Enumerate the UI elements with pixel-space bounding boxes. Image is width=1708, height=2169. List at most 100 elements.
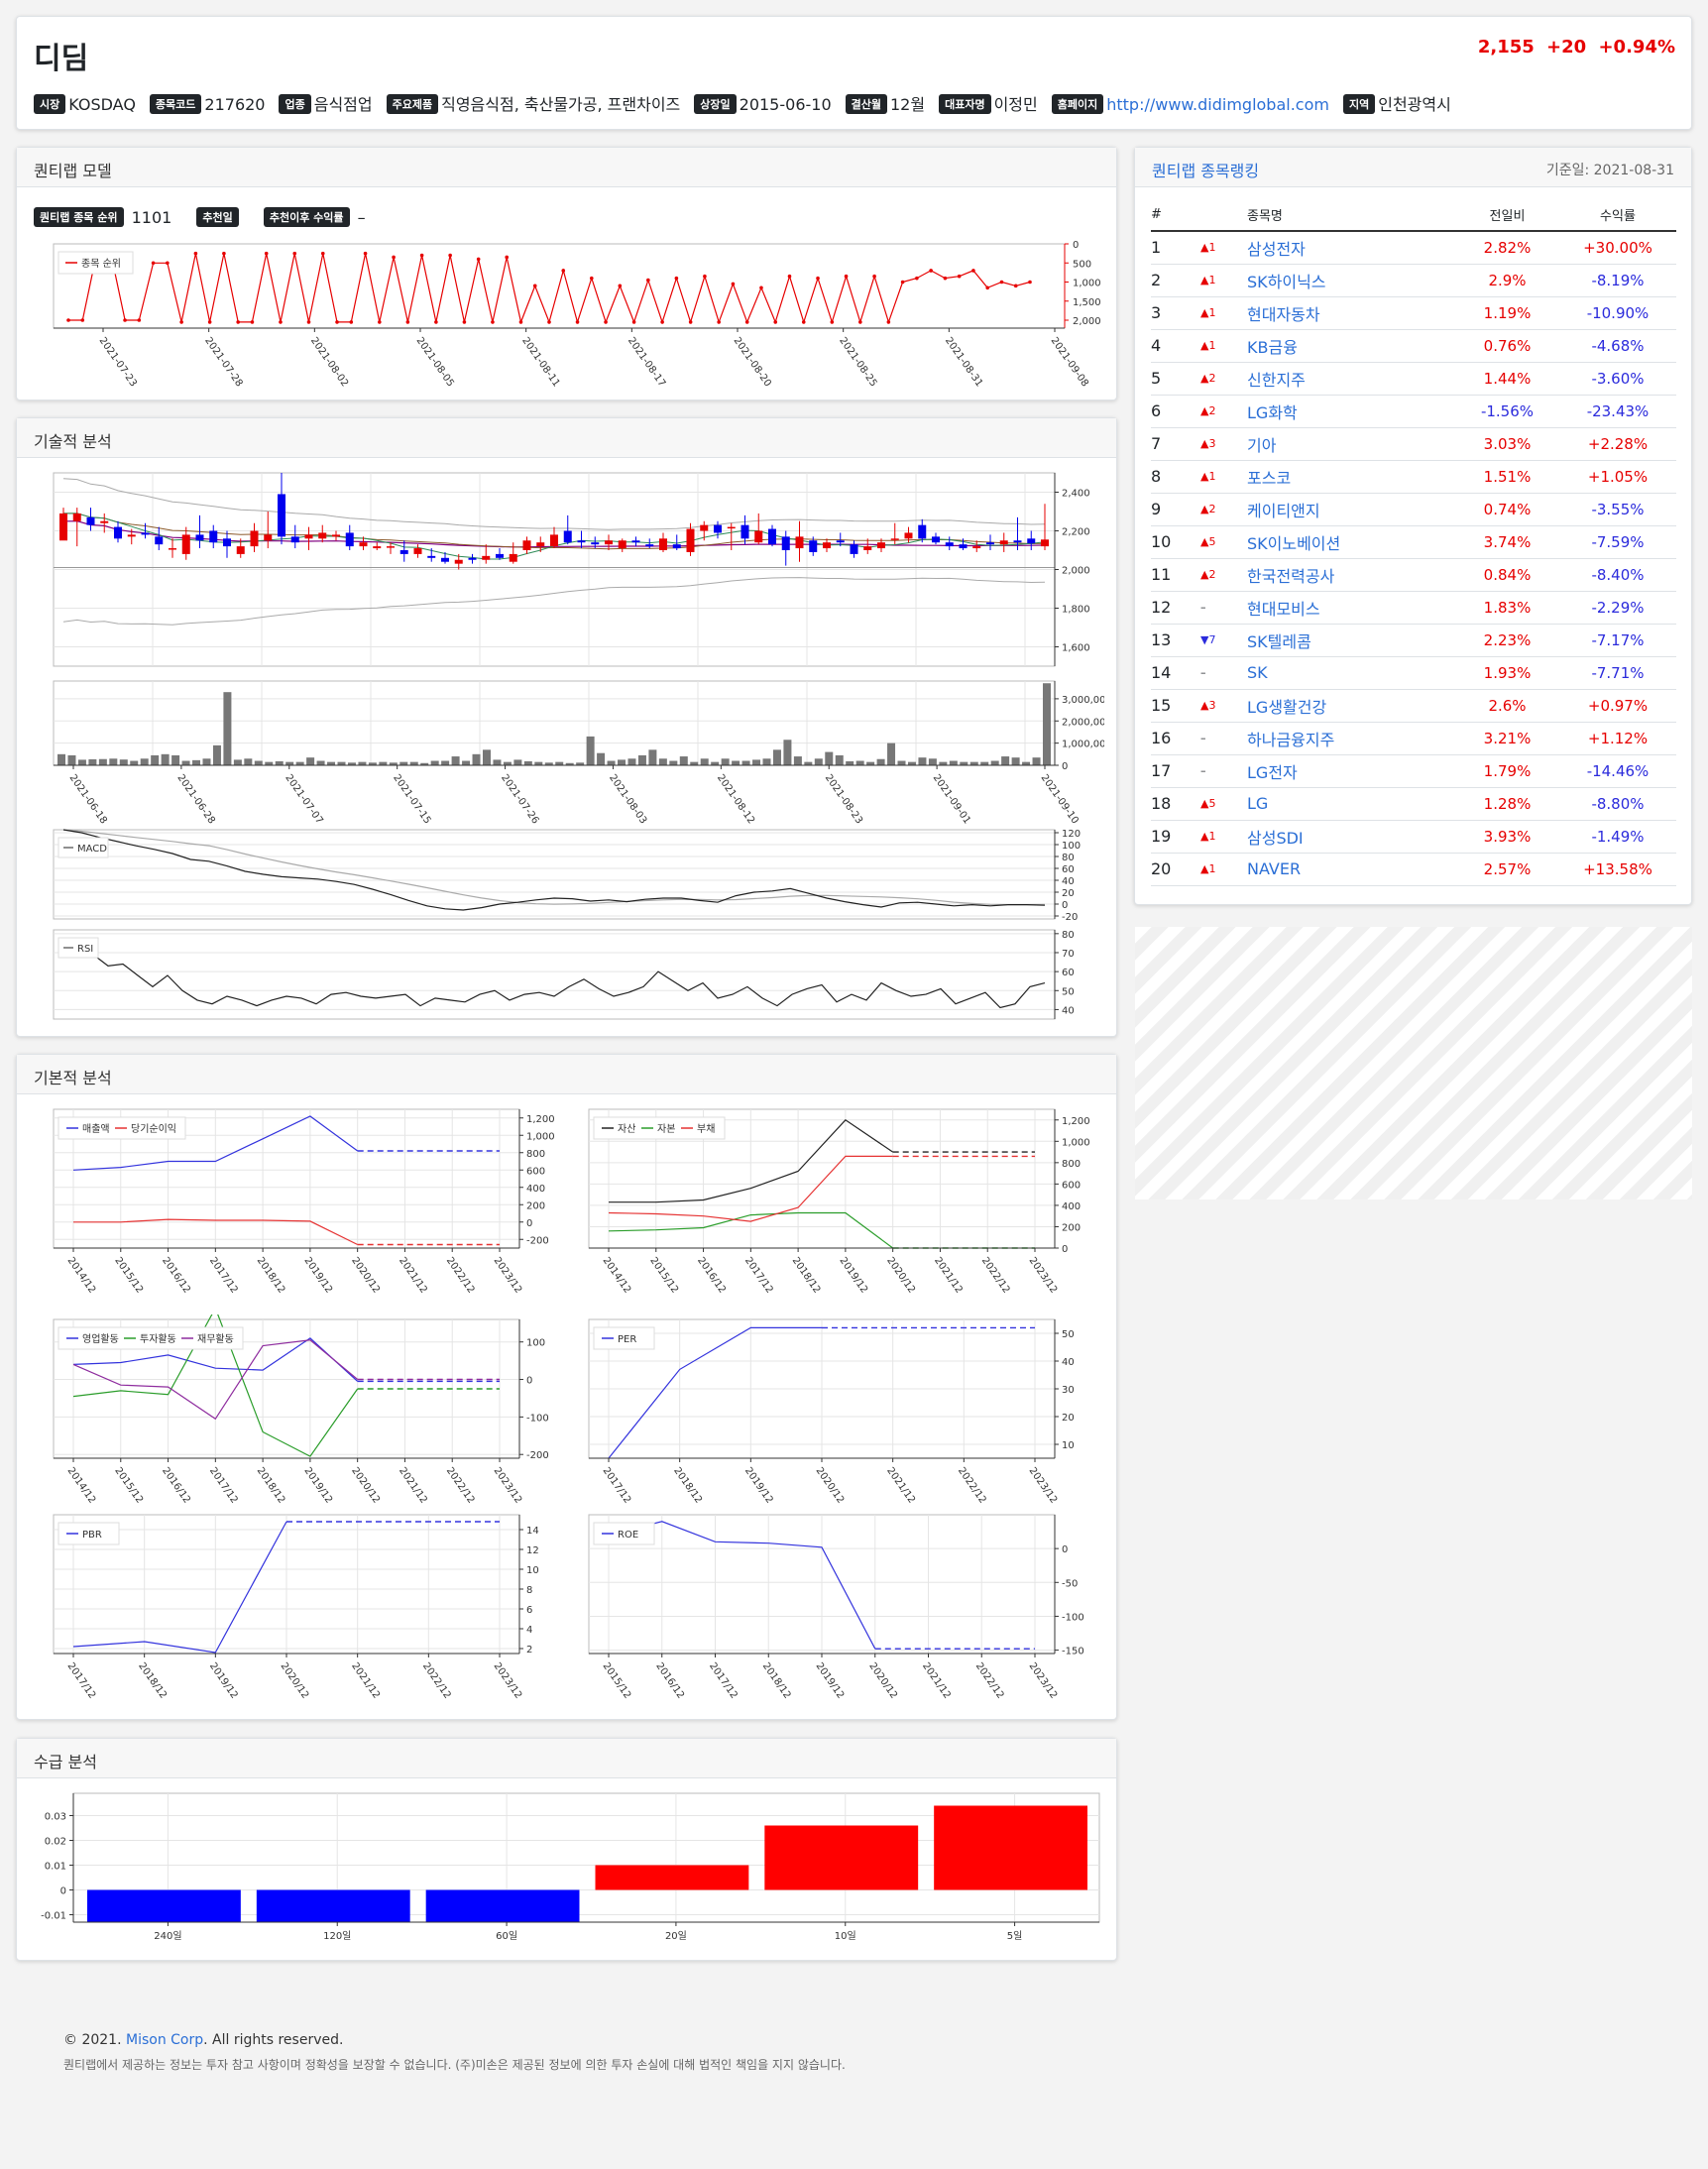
ranking-row[interactable]: 17– LG전자 1.79% -14.46% bbox=[1151, 754, 1676, 788]
info-value: 12월 bbox=[890, 95, 926, 114]
ranking-row[interactable]: 15 ▲3 LG생활건강 2.6% +0.97% bbox=[1151, 689, 1676, 723]
tick-label: 2021/12 bbox=[932, 1255, 965, 1295]
candle bbox=[768, 528, 776, 545]
stock-name-link[interactable]: SK bbox=[1247, 663, 1268, 682]
stock-name-link[interactable]: 신한지주 bbox=[1247, 370, 1306, 390]
stock-name-link[interactable]: 삼성SDI bbox=[1247, 828, 1304, 848]
volume-bar bbox=[151, 754, 160, 765]
stock-name-link[interactable]: LG생활건강 bbox=[1247, 697, 1327, 717]
stock-name-link[interactable]: 포스코 bbox=[1247, 468, 1292, 488]
ranking-row[interactable]: 6 ▲2 LG화학 -1.56% -23.43% bbox=[1151, 395, 1676, 428]
series-line bbox=[608, 1326, 822, 1459]
stock-name-link[interactable]: KB금융 bbox=[1247, 337, 1298, 357]
day-change: 1.93% bbox=[1455, 656, 1559, 690]
rank-move: ▲2 bbox=[1200, 362, 1247, 396]
tick-label: 1,000 bbox=[1073, 279, 1101, 289]
legend-box bbox=[57, 837, 109, 858]
ranking-row[interactable]: 18 ▲5 LG 1.28% -8.80% bbox=[1151, 787, 1676, 821]
series-line bbox=[73, 1218, 358, 1246]
rank-point bbox=[378, 320, 382, 324]
legend-box bbox=[593, 1116, 726, 1140]
legend: 종목 순위 bbox=[57, 251, 134, 275]
tick-label: 2017/12 bbox=[601, 1465, 633, 1505]
rank-point bbox=[448, 253, 452, 258]
tick-label: -150 bbox=[1062, 1647, 1084, 1657]
candle bbox=[740, 524, 749, 539]
tick-label: 2019/12 bbox=[814, 1660, 847, 1700]
rank-point bbox=[717, 320, 721, 324]
ranking-row[interactable]: 13 ▼7 SK텔레콤 2.23% -7.17% bbox=[1151, 624, 1676, 657]
stock-name-link[interactable]: 케이티앤지 bbox=[1247, 501, 1320, 520]
stock-name-link[interactable]: 삼성전자 bbox=[1247, 239, 1306, 259]
rank-move: ▲1 bbox=[1200, 329, 1247, 363]
candle bbox=[59, 513, 67, 541]
stock-name-cell: 하나금융지주 bbox=[1247, 722, 1455, 755]
stock-name-link[interactable]: SK하이닉스 bbox=[1247, 272, 1326, 291]
ranking-title-link[interactable]: 퀀티랩 종목랭킹 bbox=[1152, 162, 1260, 180]
candle bbox=[1041, 539, 1049, 547]
stock-name-link[interactable]: NAVER bbox=[1247, 859, 1302, 878]
ranking-row[interactable]: 16– 하나금융지주 3.21% +1.12% bbox=[1151, 722, 1676, 755]
legend-label: PBR bbox=[82, 1530, 102, 1541]
return-value: -8.40% bbox=[1559, 558, 1676, 592]
candle bbox=[127, 534, 136, 537]
tick-label: 2023/12 bbox=[1027, 1255, 1060, 1295]
homepage-link[interactable]: http://www.didimglobal.com bbox=[1106, 95, 1329, 114]
legend: 영업활동 투자활동 재무활동 bbox=[57, 1326, 244, 1350]
ranking-row[interactable]: 20 ▲1 NAVER 2.57% +13.58% bbox=[1151, 853, 1676, 886]
volume-bar bbox=[907, 761, 916, 765]
tick-label: 2020/12 bbox=[866, 1660, 899, 1700]
stock-name-link[interactable]: 현대모비스 bbox=[1247, 599, 1320, 619]
stock-name-link[interactable]: 현대자동차 bbox=[1247, 304, 1320, 324]
price-display: 2,155 +20 +0.94% bbox=[1478, 37, 1675, 57]
stock-name-link[interactable]: 하나금융지주 bbox=[1247, 730, 1335, 749]
rank-number: 8 bbox=[1151, 460, 1200, 494]
candle bbox=[972, 546, 981, 549]
ranking-row[interactable]: 14– SK 1.93% -7.71% bbox=[1151, 656, 1676, 690]
ranking-row[interactable]: 3 ▲1 현대자동차 1.19% -10.90% bbox=[1151, 296, 1676, 330]
ranking-row[interactable]: 4 ▲1 KB금융 0.76% -4.68% bbox=[1151, 329, 1676, 363]
ranking-row[interactable]: 5 ▲2 신한지주 1.44% -3.60% bbox=[1151, 362, 1676, 396]
tick-label: 2016/12 bbox=[160, 1465, 192, 1505]
ranking-row[interactable]: 7 ▲3 기아 3.03% +2.28% bbox=[1151, 427, 1676, 461]
volume-bar bbox=[265, 761, 274, 765]
volume-bar bbox=[607, 760, 616, 765]
volume-bar bbox=[223, 692, 232, 765]
ranking-row[interactable]: 2 ▲1 SK하이닉스 2.9% -8.19% bbox=[1151, 264, 1676, 297]
info-label: 대표자명 bbox=[939, 94, 991, 114]
tick-label: 240일 bbox=[154, 1930, 181, 1942]
stock-name-link[interactable]: LG bbox=[1247, 794, 1269, 813]
candle bbox=[250, 530, 259, 547]
rank-number: 18 bbox=[1151, 787, 1200, 821]
technical-card-title: 기술적 분석 bbox=[17, 418, 1116, 458]
stock-name-link[interactable]: 기아 bbox=[1247, 435, 1277, 455]
supply-bar bbox=[425, 1889, 580, 1922]
ranking-row[interactable]: 8 ▲1 포스코 1.51% +1.05% bbox=[1151, 460, 1676, 494]
ranking-row[interactable]: 11 ▲2 한국전력공사 0.84% -8.40% bbox=[1151, 558, 1676, 592]
tick-label: 30 bbox=[1062, 1385, 1075, 1396]
candle bbox=[72, 513, 81, 521]
day-change: 2.6% bbox=[1455, 689, 1559, 723]
stock-name-link[interactable]: 한국전력공사 bbox=[1247, 566, 1335, 586]
rank-move: ▲1 bbox=[1200, 853, 1247, 886]
candle bbox=[359, 542, 368, 547]
stock-name-link[interactable]: LG전자 bbox=[1247, 762, 1298, 782]
volume-bar bbox=[161, 753, 170, 765]
volume-bar bbox=[939, 761, 948, 765]
stock-name-link[interactable]: SK텔레콤 bbox=[1247, 631, 1311, 651]
series-line bbox=[72, 1521, 287, 1654]
volume-bar bbox=[721, 758, 730, 765]
rank-number: 15 bbox=[1151, 689, 1200, 723]
tick-label: 120일 bbox=[323, 1930, 351, 1942]
ranking-row[interactable]: 19 ▲1 삼성SDI 3.93% -1.49% bbox=[1151, 820, 1676, 854]
ranking-row[interactable]: 10 ▲5 SK이노베이션 3.74% -7.59% bbox=[1151, 525, 1676, 559]
ranking-row[interactable]: 12– 현대모비스 1.83% -2.29% bbox=[1151, 591, 1676, 625]
pbr-chart: 14 12 10 8 6 4 2 2017/12 2018/12 2019/12 2020/12 20… bbox=[34, 1510, 559, 1708]
tick-label: 2021-06-18 bbox=[67, 772, 109, 826]
return-value: -2.29% bbox=[1559, 591, 1676, 625]
ranking-row[interactable]: 9 ▲2 케이티앤지 0.74% -3.55% bbox=[1151, 493, 1676, 526]
stock-name-link[interactable]: LG화학 bbox=[1247, 402, 1298, 422]
stock-name-link[interactable]: SK이노베이션 bbox=[1247, 533, 1341, 553]
ranking-row[interactable]: 1 ▲1 삼성전자 2.82% +30.00% bbox=[1151, 231, 1676, 265]
company-link[interactable]: Mison Corp bbox=[125, 2032, 204, 2048]
